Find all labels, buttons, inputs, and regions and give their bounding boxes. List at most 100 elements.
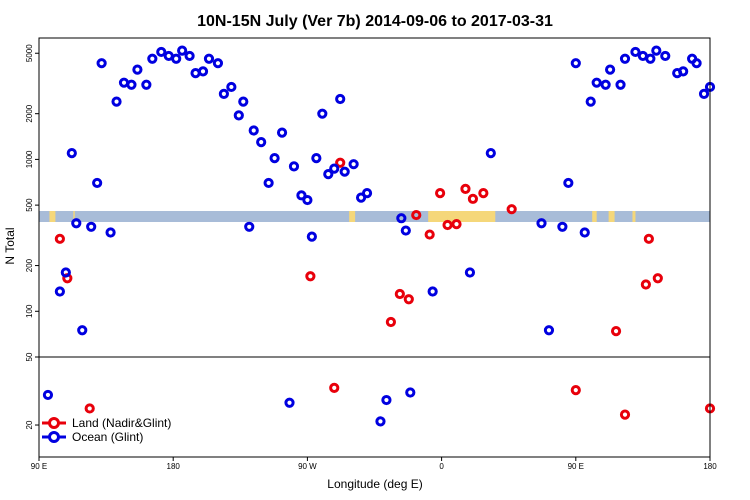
ocean-point: [42, 389, 54, 401]
ocean-point: [171, 53, 182, 64]
land-point: [478, 187, 489, 199]
land-point: [451, 218, 462, 230]
ocean-point: [311, 152, 322, 164]
land-point: [329, 382, 340, 393]
ocean-point: [197, 66, 209, 77]
ocean-point: [570, 58, 581, 69]
ocean-point: [256, 136, 267, 148]
strip-land: [49, 211, 56, 222]
ocean-point: [212, 58, 224, 69]
ocean-point: [329, 163, 340, 174]
ocean-point: [405, 387, 416, 398]
ocean-point: [269, 152, 280, 164]
land-point: [506, 204, 517, 215]
ocean-point: [335, 93, 346, 105]
land-point: [435, 187, 446, 199]
ocean-point: [66, 148, 77, 159]
legend-ocean-marker: [48, 431, 60, 443]
x-tick-label: 90 E: [568, 462, 584, 471]
land-point: [610, 326, 622, 337]
y-tick-label: 1000: [25, 150, 34, 168]
land-point: [467, 193, 479, 204]
ocean-point: [557, 221, 568, 232]
ocean-point: [427, 286, 438, 297]
ocean-point: [579, 227, 590, 238]
y-tick-label: 500: [25, 198, 34, 212]
ocean-point: [156, 46, 167, 58]
x-tick-label: 90 E: [31, 462, 47, 471]
ocean-point: [339, 166, 350, 177]
ocean-point: [218, 88, 229, 99]
ocean-point: [464, 267, 476, 278]
x-tick-label: 0: [439, 462, 444, 471]
ocean-point: [317, 108, 328, 119]
land-point: [652, 273, 663, 284]
ocean-point: [698, 88, 710, 99]
y-tick-label: 50: [25, 352, 34, 361]
land-point: [570, 385, 581, 396]
ocean-point: [77, 325, 88, 336]
x-tick-label: 180: [703, 462, 717, 471]
ocean-point: [678, 66, 689, 77]
ocean-point: [226, 81, 237, 93]
land-point: [460, 183, 471, 194]
ocean-point: [105, 227, 116, 238]
land-point: [424, 229, 435, 240]
ocean-point: [615, 79, 626, 90]
x-axis-label: Longitude (deg E): [327, 477, 422, 491]
ocean-point: [302, 194, 313, 206]
legend-land-marker: [48, 417, 60, 429]
y-tick-label: 2000: [25, 104, 34, 122]
ocean-point: [563, 177, 574, 189]
ocean-point: [71, 218, 82, 229]
ocean-point: [306, 231, 317, 242]
plot-frame: [38, 37, 711, 458]
ocean-point: [543, 325, 555, 336]
ocean-point: [536, 218, 547, 229]
ocean-point: [288, 161, 300, 172]
ocean-point: [96, 58, 107, 69]
ocean-point: [361, 187, 373, 199]
land-point: [643, 233, 654, 244]
ocean-point: [92, 177, 103, 189]
ocean-point: [203, 53, 215, 64]
ocean-point: [126, 79, 137, 90]
strip-land: [632, 211, 636, 222]
ocean-point: [600, 79, 611, 90]
land-point: [619, 409, 631, 420]
land-point: [640, 279, 651, 290]
land-point: [442, 219, 453, 231]
ocean-point: [396, 213, 407, 224]
ocean-point: [54, 286, 65, 297]
land-point: [335, 157, 346, 168]
strip-ocean: [39, 211, 710, 222]
ocean-point: [276, 127, 288, 138]
x-tick-label: 90 W: [298, 462, 317, 471]
chart-title: 10N-15N July (Ver 7b) 2014-09-06 to 2017…: [197, 13, 553, 30]
legend-land-label: Land (Nadir&Glint): [72, 416, 171, 430]
ocean-point: [238, 96, 249, 107]
ocean-point: [233, 110, 244, 121]
ocean-point: [591, 77, 602, 88]
ocean-point: [86, 221, 97, 232]
land-point: [54, 233, 65, 244]
y-tick-label: 20: [25, 420, 34, 429]
ocean-point: [400, 225, 411, 236]
ocean-point: [604, 64, 616, 75]
strip-land: [73, 211, 75, 222]
y-tick-label: 5000: [25, 44, 34, 62]
map-strip: [39, 211, 710, 222]
ocean-point: [284, 397, 295, 408]
ocean-point: [296, 190, 307, 201]
ocean-point: [177, 45, 188, 56]
y-tick-label: 200: [25, 258, 34, 272]
ocean-point: [244, 221, 255, 232]
ocean-point: [132, 64, 143, 75]
ocean-point: [348, 159, 359, 170]
legend-ocean-label: Ocean (Glint): [72, 430, 143, 444]
y-tick-label: 100: [25, 304, 34, 318]
ocean-point: [381, 394, 392, 406]
ocean-point: [111, 96, 122, 107]
ocean-point: [375, 416, 386, 427]
